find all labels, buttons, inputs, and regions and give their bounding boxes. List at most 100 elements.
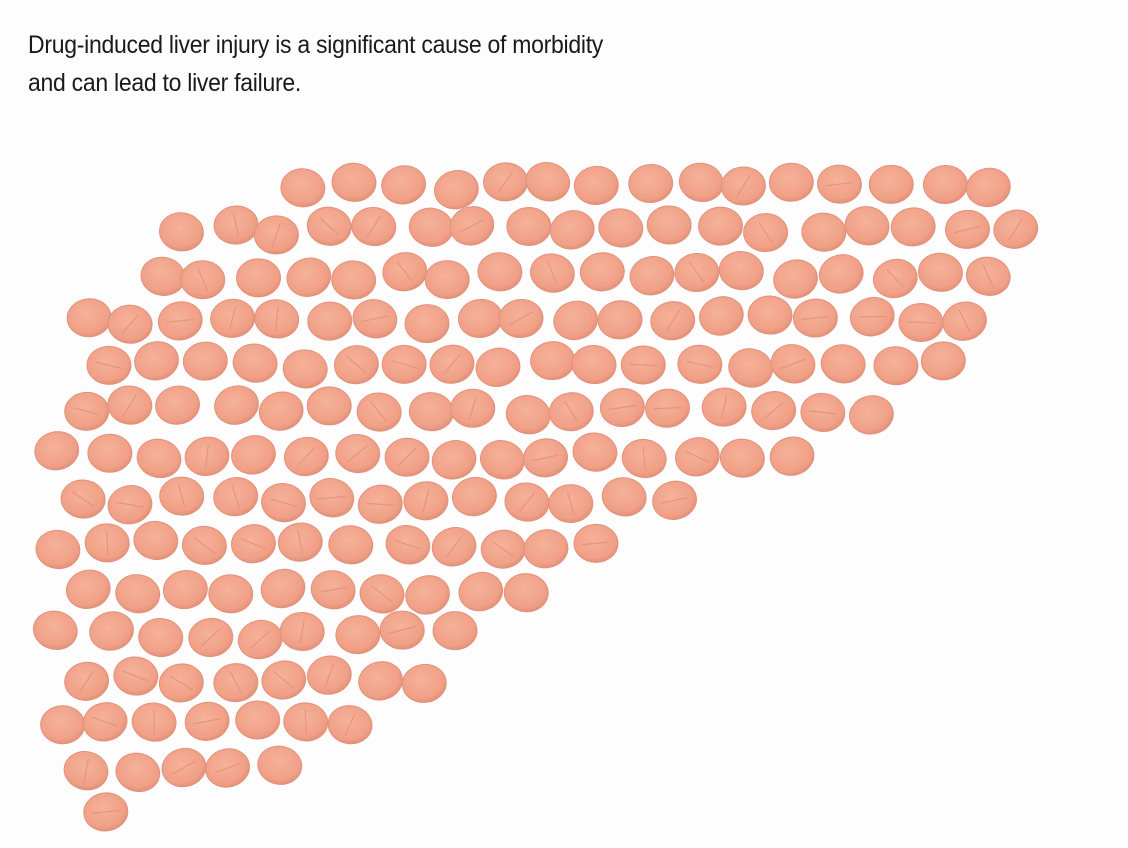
pill <box>40 705 86 745</box>
pill <box>848 395 894 435</box>
pill <box>768 162 814 202</box>
pill <box>107 385 153 425</box>
pill <box>523 529 569 569</box>
pill <box>719 438 765 478</box>
pill <box>136 438 182 479</box>
pill <box>34 431 80 471</box>
pill <box>403 481 449 521</box>
caption-line: and can lead to liver failure. <box>28 69 302 97</box>
pill <box>283 702 329 742</box>
pill <box>352 299 398 339</box>
pill <box>140 256 186 296</box>
pill <box>868 164 914 204</box>
pill <box>356 392 402 432</box>
pill <box>844 206 890 246</box>
pill <box>306 655 352 695</box>
caption: Drug-induced liver injury is a significa… <box>28 26 603 102</box>
pill <box>254 299 300 339</box>
pill <box>434 170 479 210</box>
pill <box>503 573 549 613</box>
pill <box>548 392 594 432</box>
pill <box>205 748 250 788</box>
pill <box>60 479 106 519</box>
pill <box>993 209 1039 249</box>
pill <box>181 525 227 565</box>
pill <box>115 574 161 614</box>
pill <box>677 344 723 384</box>
pill <box>133 520 179 561</box>
pill <box>573 165 619 205</box>
pill <box>431 440 477 480</box>
pill <box>898 303 944 343</box>
caption-line: Drug-induced liver injury is a significa… <box>28 31 604 59</box>
pill <box>359 574 405 614</box>
pill <box>184 436 230 476</box>
pill <box>504 482 550 522</box>
pill <box>335 615 381 655</box>
pill <box>231 435 276 475</box>
pill <box>261 483 306 523</box>
pill <box>280 168 326 208</box>
pill <box>155 385 201 425</box>
pill <box>818 254 864 294</box>
pill <box>505 395 551 435</box>
pill <box>452 476 497 517</box>
pill <box>553 300 598 341</box>
pill <box>483 162 529 202</box>
pill <box>480 440 525 480</box>
pill <box>449 206 495 246</box>
pill <box>820 344 866 384</box>
pill <box>331 260 377 300</box>
pill <box>480 529 526 569</box>
pill <box>231 524 276 564</box>
pill <box>64 391 110 431</box>
pill <box>158 663 204 703</box>
pill <box>157 301 203 341</box>
pill <box>335 434 381 474</box>
pill <box>63 751 109 791</box>
pill <box>873 346 919 386</box>
pill <box>872 258 918 299</box>
pill <box>523 438 569 478</box>
pill <box>213 205 259 245</box>
pill <box>188 617 234 658</box>
pill <box>579 252 625 292</box>
pill <box>286 257 332 297</box>
pill <box>450 388 496 428</box>
pill <box>358 661 403 701</box>
pill <box>257 745 303 785</box>
pill <box>922 165 968 205</box>
pill <box>620 345 666 385</box>
pill <box>180 260 226 300</box>
pill <box>477 252 523 292</box>
pill <box>408 392 454 432</box>
pill <box>86 345 132 385</box>
pill <box>208 574 254 614</box>
pill <box>405 575 450 615</box>
pill <box>107 304 153 344</box>
pill <box>429 344 475 384</box>
pill <box>597 300 643 340</box>
pill <box>182 341 228 381</box>
pill <box>232 343 278 383</box>
pill <box>751 391 797 431</box>
pill <box>107 485 153 525</box>
pill <box>210 298 256 338</box>
pill <box>87 433 133 473</box>
pill <box>261 660 307 700</box>
pill <box>381 344 427 384</box>
pill <box>283 436 329 477</box>
pill <box>572 432 618 472</box>
pill <box>573 523 619 563</box>
pill <box>773 259 818 299</box>
pill <box>674 437 720 477</box>
pill <box>549 210 595 250</box>
pill <box>385 525 431 565</box>
pill <box>260 568 306 609</box>
pill <box>530 341 576 381</box>
pill <box>424 260 470 300</box>
pill <box>310 570 356 610</box>
pill <box>525 162 571 202</box>
pill <box>945 209 990 249</box>
pill <box>743 213 789 253</box>
